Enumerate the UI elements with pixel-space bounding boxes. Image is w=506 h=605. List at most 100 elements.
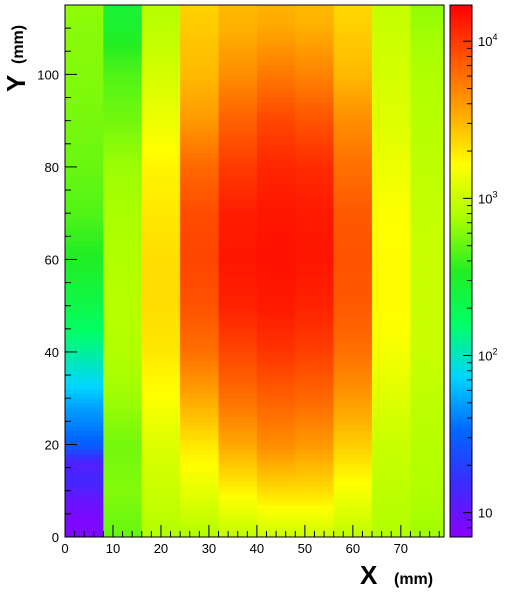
heatmap-cell <box>295 476 335 482</box>
heatmap-cell <box>256 51 296 57</box>
heatmap-cell <box>372 347 411 353</box>
heatmap-cell <box>295 301 335 307</box>
heatmap-cell <box>141 254 181 260</box>
heatmap-cell <box>295 111 335 117</box>
heatmap-cell <box>218 375 258 381</box>
heatmap-cell <box>256 425 296 431</box>
heatmap-cell <box>372 268 411 274</box>
heatmap-cell <box>410 282 445 288</box>
heatmap-cell <box>410 310 445 316</box>
heatmap-cell <box>410 458 445 464</box>
heatmap-cell <box>65 74 104 80</box>
heatmap-cell <box>180 356 219 362</box>
x-tick-label: 20 <box>154 541 168 556</box>
heatmap-cell <box>218 162 258 168</box>
heatmap-cell <box>103 504 143 510</box>
x-axis-unit: (mm) <box>394 571 433 588</box>
heatmap-cell <box>218 194 258 200</box>
heatmap-cell <box>103 254 143 260</box>
heatmap-cell <box>103 435 143 441</box>
heatmap-cell <box>103 393 143 399</box>
heatmap-cell <box>372 523 411 529</box>
heatmap-cell <box>103 287 143 293</box>
heatmap-cell <box>218 176 258 182</box>
heatmap-cell <box>333 42 373 48</box>
heatmap-cell <box>410 370 445 376</box>
heatmap-cell <box>295 208 335 214</box>
heatmap-cell <box>256 504 296 510</box>
heatmap-cell <box>141 171 181 177</box>
heatmap-cell <box>65 388 104 394</box>
heatmap-cell <box>180 65 219 71</box>
heatmap-cell <box>103 190 143 196</box>
heatmap-cell <box>141 291 181 297</box>
heatmap-cell <box>103 23 143 29</box>
heatmap-cell <box>256 23 296 29</box>
heatmap-cell <box>333 55 373 61</box>
heatmap-cell <box>333 328 373 334</box>
heatmap-cell <box>410 476 445 482</box>
heatmap-cell <box>65 190 104 196</box>
heatmap-cell <box>372 333 411 339</box>
heatmap-cell <box>218 527 258 533</box>
heatmap-cell <box>103 324 143 330</box>
heatmap-cell <box>65 523 104 529</box>
heatmap-cell <box>410 134 445 140</box>
heatmap-cell <box>295 203 335 209</box>
heatmap-cell <box>256 46 296 52</box>
heatmap-cell <box>333 143 373 149</box>
heatmap-cell <box>372 42 411 48</box>
heatmap-cell <box>410 176 445 182</box>
heatmap-cell <box>372 495 411 501</box>
heatmap-cell <box>180 486 219 492</box>
heatmap-cell <box>103 153 143 159</box>
heatmap-cell <box>410 513 445 519</box>
heatmap-cell <box>141 185 181 191</box>
heatmap-cell <box>372 499 411 506</box>
heatmap-cell <box>65 486 104 492</box>
heatmap-cell <box>256 250 296 256</box>
heatmap-cell <box>295 176 335 182</box>
heatmap-cell <box>372 102 411 108</box>
heatmap-cell <box>65 65 104 71</box>
heatmap-cell <box>410 254 445 260</box>
heatmap-cell <box>180 398 219 404</box>
heatmap-cell <box>180 217 219 223</box>
heatmap-cell <box>333 65 373 71</box>
heatmap-cell <box>333 245 373 251</box>
heatmap-cell <box>218 314 258 320</box>
heatmap-cell <box>218 245 258 251</box>
heatmap-cell <box>180 37 219 43</box>
heatmap-cell <box>333 194 373 200</box>
heatmap-cell <box>103 199 143 205</box>
heatmap-cell <box>180 125 219 131</box>
heatmap-cell <box>218 236 258 242</box>
heatmap-cell <box>103 333 143 339</box>
heatmap-cell <box>65 518 104 524</box>
heatmap-cell <box>372 282 411 288</box>
heatmap-cell <box>410 79 445 85</box>
heatmap-cell <box>218 203 258 209</box>
heatmap-cell <box>256 287 296 293</box>
heatmap-cell <box>256 32 296 38</box>
heatmap-cell <box>256 166 296 172</box>
heatmap-cell <box>256 365 296 371</box>
heatmap-cell <box>65 42 104 48</box>
heatmap-cell <box>180 268 219 274</box>
heatmap-cell <box>410 490 445 496</box>
heatmap-cell <box>103 416 143 422</box>
heatmap-cell <box>410 42 445 48</box>
heatmap-cell <box>141 435 181 441</box>
heatmap-cell <box>218 435 258 441</box>
heatmap-cell <box>256 190 296 196</box>
heatmap-cell <box>333 92 373 98</box>
heatmap-cell <box>333 106 373 112</box>
heatmap-cell <box>180 527 219 533</box>
colorbar-tick-label: 10 <box>478 506 492 521</box>
heatmap-cell <box>372 134 411 140</box>
heatmap-cell <box>295 28 335 34</box>
heatmap-cell <box>333 301 373 307</box>
heatmap-cell <box>103 453 143 459</box>
heatmap-cell <box>103 310 143 316</box>
heatmap-cell <box>372 467 411 473</box>
